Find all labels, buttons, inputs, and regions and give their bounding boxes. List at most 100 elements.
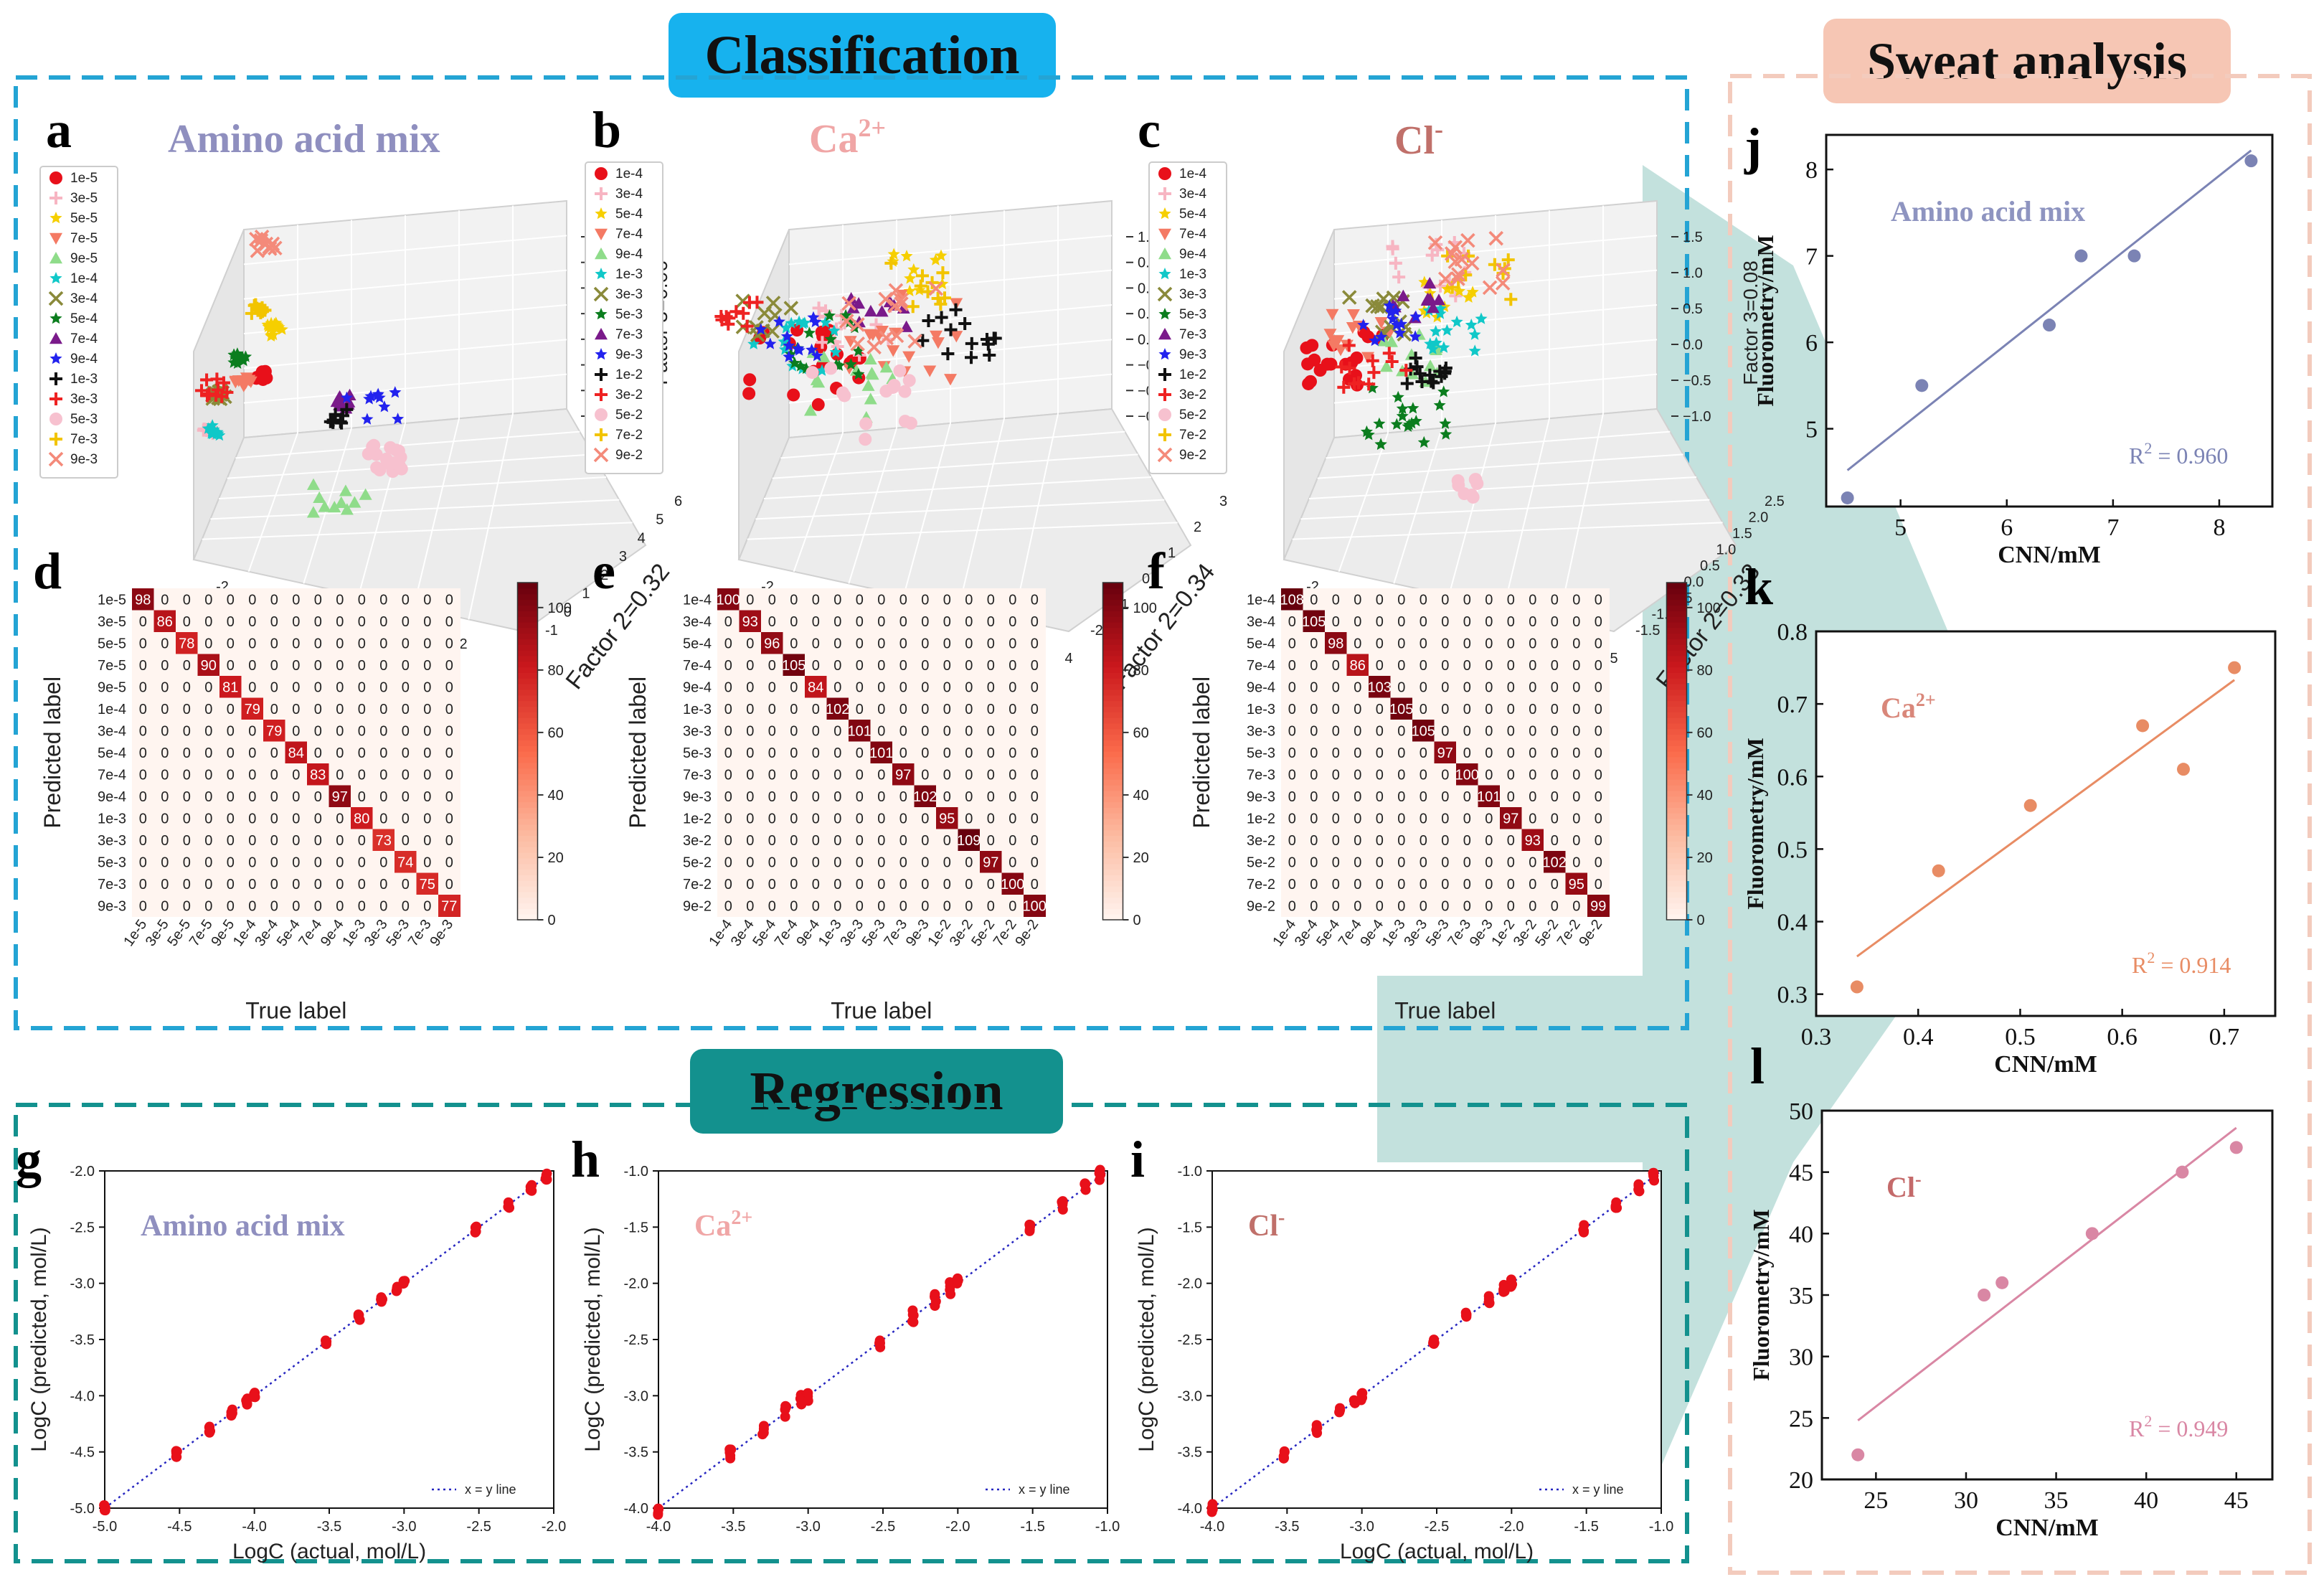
cell-value: 0: [1529, 877, 1536, 893]
title-cl-c-sup: -: [1435, 115, 1443, 143]
cell-value: 0: [336, 767, 344, 783]
heatmap-cell: [372, 851, 395, 873]
x-tick-label: -5.0: [93, 1519, 117, 1535]
colorbar-segment: [1102, 588, 1123, 595]
data-point: [859, 417, 873, 430]
colorbar-segment: [517, 700, 538, 707]
cell-value: 0: [227, 723, 235, 739]
heatmap-cell: [1303, 785, 1326, 808]
colorbar-segment: [1666, 813, 1687, 819]
data-point: [384, 441, 397, 454]
heatmap-cell: [329, 851, 351, 873]
heatmap-cell: [416, 588, 439, 611]
cell-value: 0: [833, 679, 841, 695]
y-tick-label: 1: [582, 586, 590, 602]
grid-line: [1317, 453, 1683, 479]
data-point: [965, 336, 978, 350]
cell-value: 0: [899, 833, 907, 849]
grid-line: [1333, 373, 1658, 404]
cell-value: 0: [790, 898, 798, 914]
plot-title: Ca2+: [694, 1207, 752, 1243]
data-point: [99, 1500, 110, 1511]
cell-value: 95: [939, 811, 955, 827]
heatmap-cell: [1500, 763, 1522, 786]
heatmap-cell: [1412, 632, 1435, 654]
heatmap-cell: [1369, 807, 1391, 829]
cell-value: 0: [423, 723, 431, 739]
heatmap-cell: [805, 829, 827, 852]
cell-value: 0: [1332, 855, 1340, 870]
cell-value: 0: [1485, 877, 1493, 893]
cell-value: 0: [1310, 898, 1318, 914]
legend-marker: [48, 451, 64, 467]
y-axis-label: Predicted label: [625, 677, 651, 829]
colorbar-frame: [516, 582, 539, 921]
x-tick-label: 3e-3: [837, 917, 866, 949]
z-tick-label: −1.0: [1683, 409, 1711, 425]
data-point: [1389, 256, 1402, 270]
heatmap-cell: [372, 654, 395, 677]
cell-value: 0: [358, 877, 366, 893]
cell-value: 84: [288, 745, 304, 761]
panel-letter-a: a: [46, 101, 72, 159]
cell-value: 0: [336, 898, 344, 914]
legend-label: 3e-4: [70, 291, 98, 306]
colorbar-segment: [1666, 863, 1687, 870]
cell-value: 0: [1354, 745, 1361, 761]
data-point: [930, 330, 943, 343]
heatmap-cell: [1325, 588, 1347, 611]
heatmap-cell: [826, 829, 849, 852]
heatmap-cell: [717, 588, 740, 611]
cell-value: 0: [270, 789, 278, 805]
heatmap-cell: [892, 872, 915, 895]
cell-value: 0: [292, 811, 300, 827]
x-tick-label: 5e-4: [274, 917, 303, 949]
cell-value: 0: [1031, 636, 1039, 651]
r2-label-sup: 2: [2144, 1412, 2152, 1430]
cell-value: 75: [420, 877, 435, 893]
y-tick-label: 1e-4: [1247, 592, 1275, 608]
data-point: [810, 373, 823, 385]
cell-value: 0: [1420, 592, 1427, 608]
data-point: [370, 461, 384, 474]
heatmap-cell: [826, 654, 849, 677]
cell-value: 0: [1376, 811, 1384, 827]
z-axis-label: Factor 3=0.08: [1739, 260, 1762, 385]
cell-value: 0: [943, 636, 951, 651]
heatmap-cell: [395, 829, 417, 852]
cell-value: 0: [812, 877, 820, 893]
cell-value: 0: [270, 855, 278, 870]
legend-marker: [1158, 207, 1171, 220]
cell-value: 78: [179, 636, 194, 651]
cell-value: 0: [1031, 745, 1039, 761]
cell-value: 0: [790, 702, 798, 717]
heatmap-cell: [1303, 895, 1326, 917]
grid-line: [1300, 499, 1710, 520]
heatmap-cell: [717, 676, 740, 698]
cell-value: 0: [1310, 592, 1318, 608]
cell-value: 0: [856, 745, 864, 761]
r2-label: R2 = 0.914: [2132, 948, 2231, 978]
colorbar-segment: [1102, 621, 1123, 629]
data-point: [780, 1411, 790, 1422]
data-point: [950, 331, 963, 343]
data-point: [866, 368, 879, 380]
cell-value: 0: [1507, 723, 1515, 739]
cell-value: 0: [314, 877, 322, 893]
heatmap-cell: [197, 851, 220, 873]
cell-value: 0: [161, 723, 169, 739]
y-axis-label: Fluorometry/mM: [1752, 235, 1778, 406]
y-tick-label: 1e-4: [683, 592, 712, 608]
cell-value: 0: [746, 679, 754, 695]
legend-label: 5e-2: [1179, 408, 1206, 423]
r2-label-value: = 0.960: [2152, 443, 2228, 469]
data-point: [1851, 1448, 1865, 1461]
heatmap-cell: [826, 697, 849, 720]
heatmap-cell: [892, 654, 915, 677]
heatmap-cell: [241, 588, 264, 611]
cell-value: 0: [899, 702, 907, 717]
cell-value: 0: [336, 592, 344, 608]
data-point: [844, 358, 857, 370]
x-tick-label: 5e-4: [750, 917, 779, 949]
heatmap-cell: [826, 763, 849, 786]
